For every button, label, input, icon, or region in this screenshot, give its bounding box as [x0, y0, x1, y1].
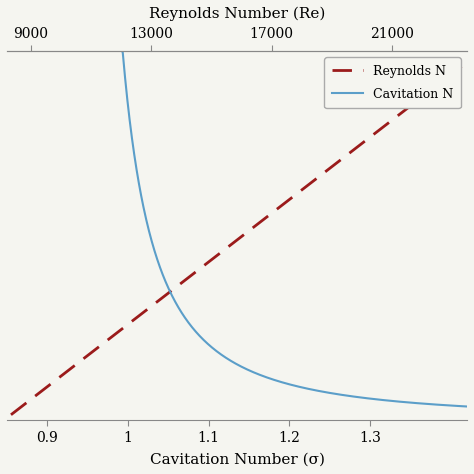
Legend: Reynolds N, Cavitation N: Reynolds N, Cavitation N	[324, 57, 461, 109]
X-axis label: Reynolds Number (Re): Reynolds Number (Re)	[149, 7, 325, 21]
X-axis label: Cavitation Number (σ): Cavitation Number (σ)	[149, 453, 325, 467]
